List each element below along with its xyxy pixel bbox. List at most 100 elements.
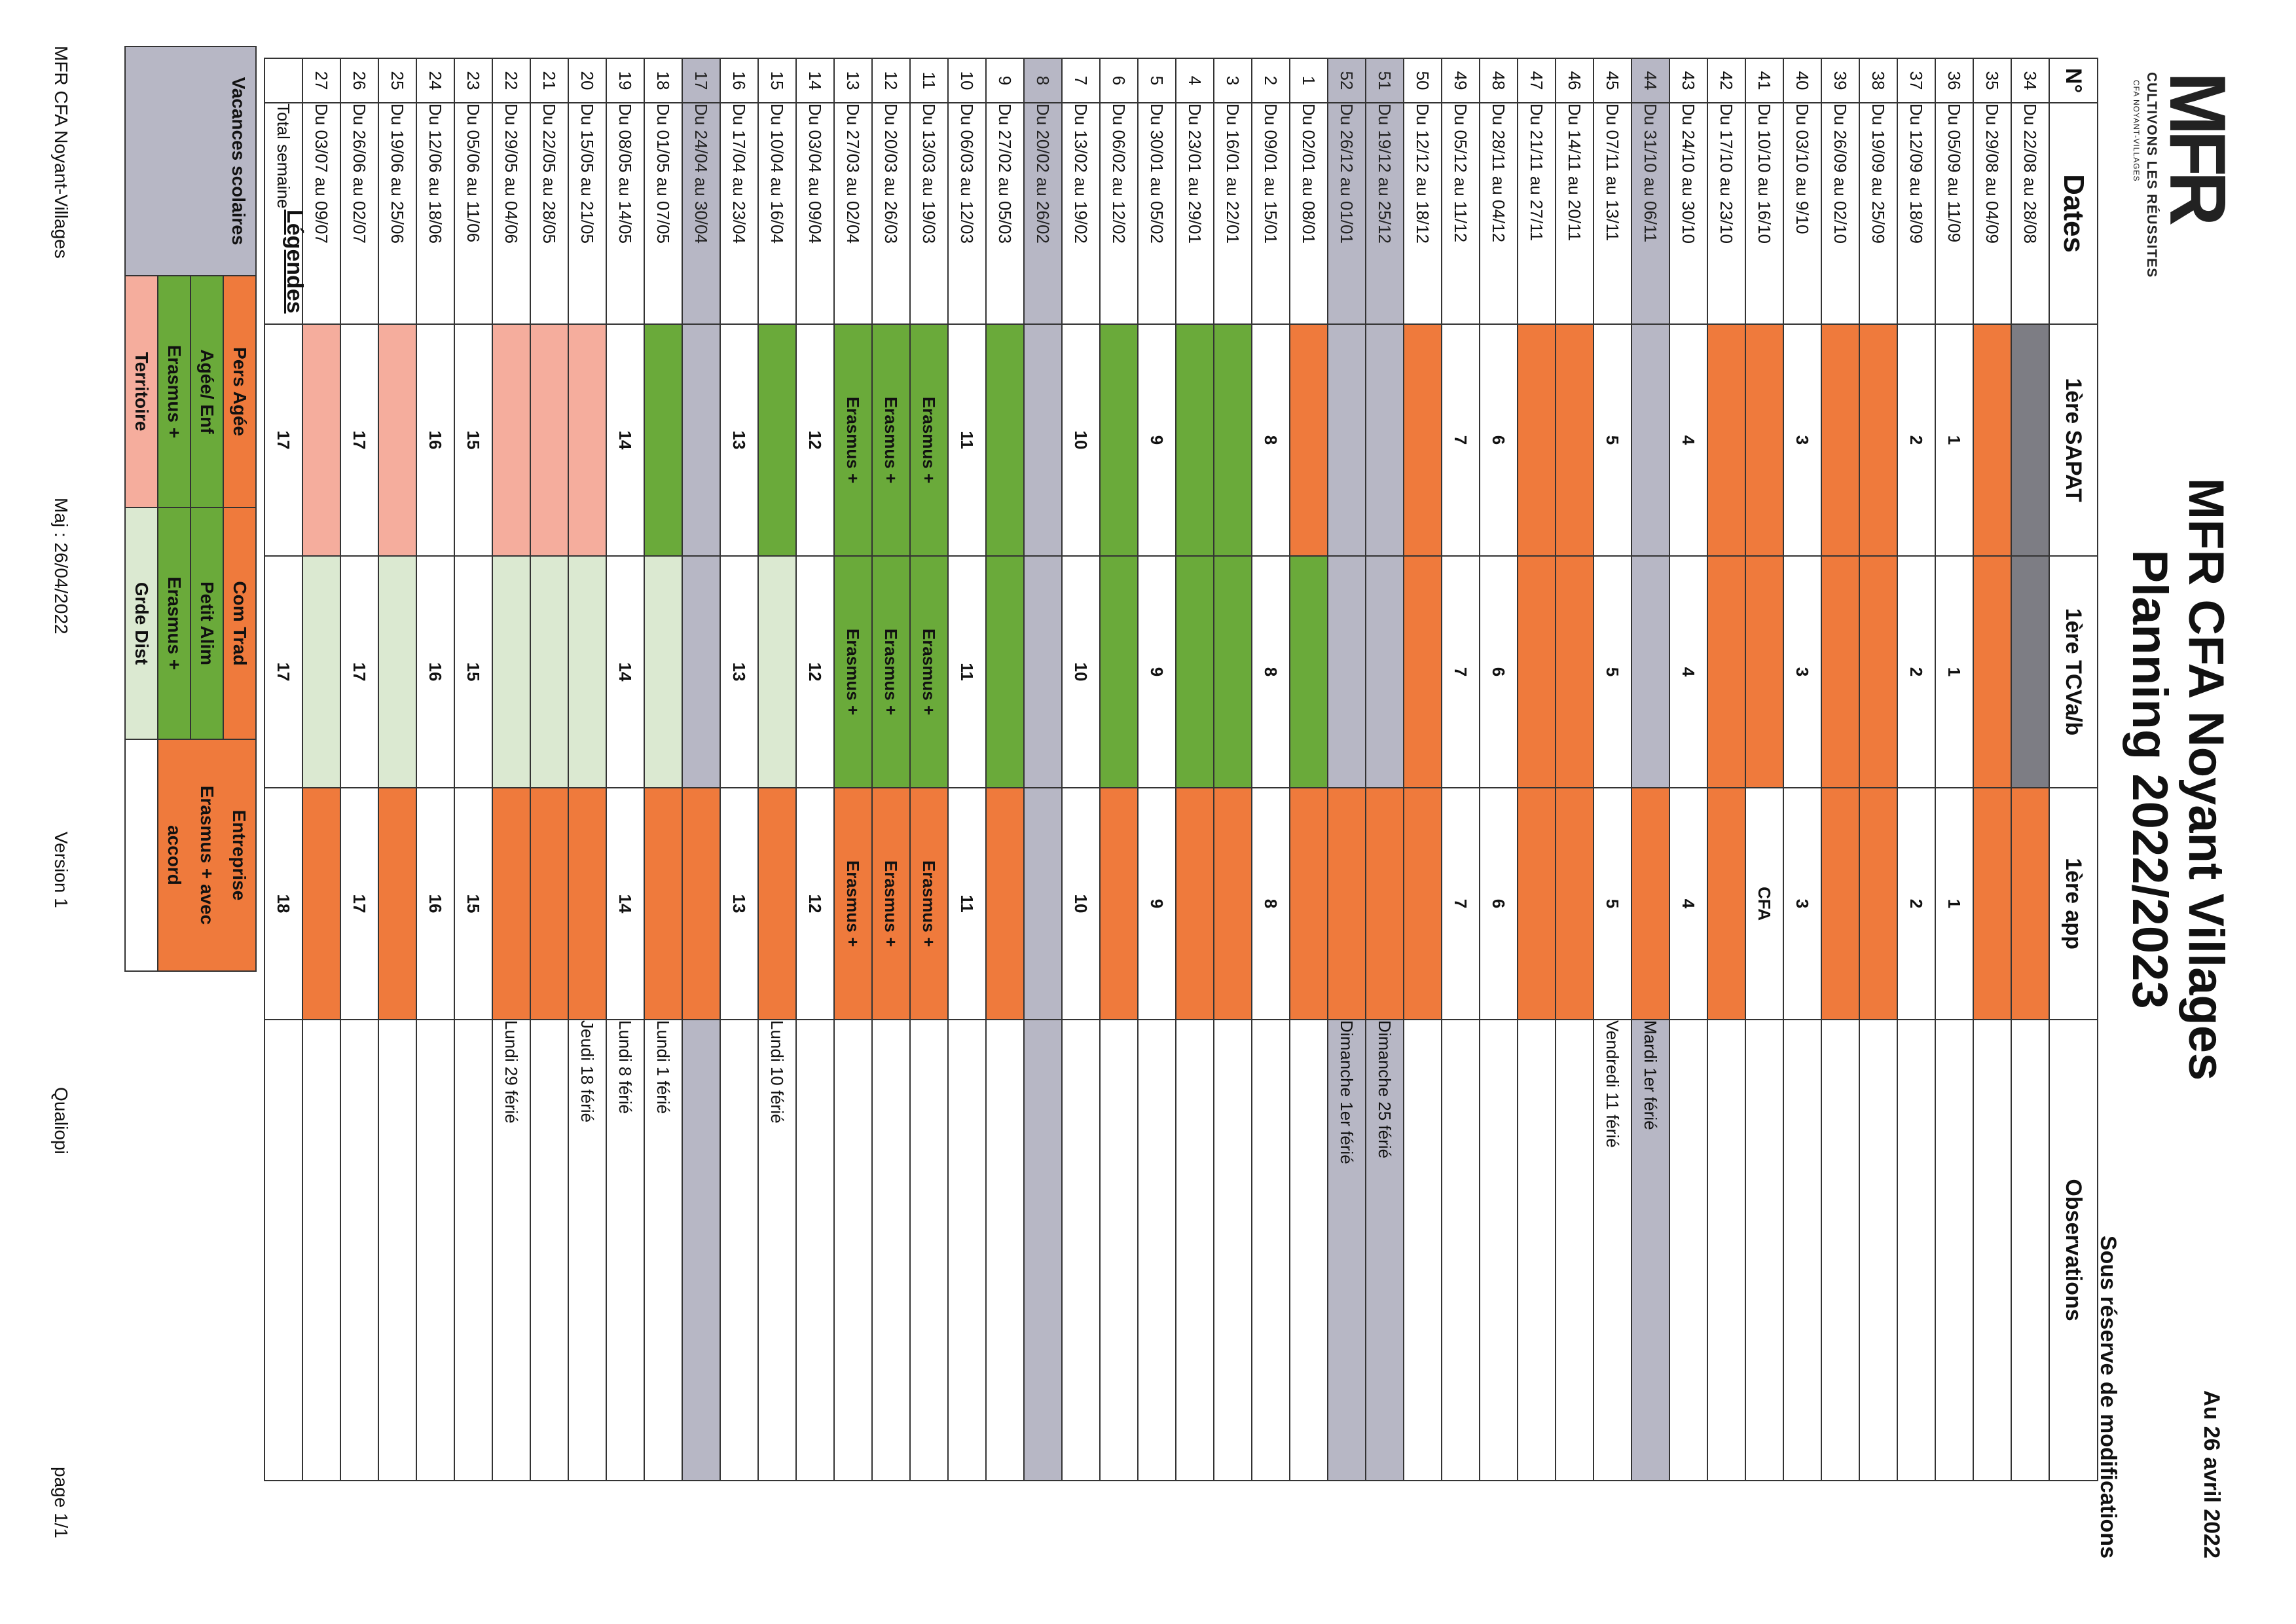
cell-app [530,788,568,1020]
cell-tcv: Erasmus + [834,556,872,788]
week-dates: Du 03/07 au 09/07 [302,103,340,324]
week-dates: Du 24/10 au 30/10 [1669,103,1707,324]
week-dates: Du 19/09 au 25/09 [1859,103,1897,324]
cell-tcv: 16 [416,556,454,788]
legend-table: Vacances scolaires Pers Agée Com Trad Entre… [124,46,257,972]
cell-tcv: 15 [454,556,492,788]
cell-sapat: 14 [606,324,644,556]
cell-tcv: 12 [796,556,834,788]
cell-app [682,788,720,1020]
week-dates: Du 12/12 au 18/12 [1404,103,1442,324]
cell-app: 2 [1897,788,1935,1020]
cell-observation [1783,1020,1821,1481]
cell-app: 7 [1442,788,1480,1020]
cell-sapat [1404,324,1442,556]
week-dates: Du 05/09 au 11/09 [1935,103,1973,324]
cell-sapat [1100,324,1138,556]
week-dates: Du 19/06 au 25/06 [378,103,416,324]
week-dates: Du 26/09 au 02/10 [1821,103,1859,324]
cell-tcv [1100,556,1138,788]
week-dates: Du 22/05 au 28/05 [530,103,568,324]
week-number: 13 [834,58,872,103]
week-dates: Du 24/04 au 30/04 [682,103,720,324]
cell-sapat [682,324,720,556]
cell-sapat [378,324,416,556]
legend-cell-tcv: Petit Alim [191,507,223,739]
legend-cell-app: Entreprise [223,739,256,971]
cell-app [1518,788,1556,1020]
week-number: 35 [1973,58,2011,103]
legend-cell-tcv: Erasmus + [158,507,191,739]
cell-tcv [758,556,796,788]
cell-sapat [644,324,682,556]
cell-tcv [378,556,416,788]
cell-tcv: 4 [1669,556,1707,788]
table-row: 10 Du 06/03 au 12/03 11 11 11 [948,58,986,1481]
week-dates: Du 30/01 au 05/02 [1138,103,1176,324]
cell-sapat [1024,324,1062,556]
week-dates: Du 29/05 au 04/06 [492,103,530,324]
cell-sapat [1821,324,1859,556]
week-number: 40 [1783,58,1821,103]
table-row: 49 Du 05/12 au 11/12 7 7 7 [1442,58,1480,1481]
week-dates: Du 05/06 au 11/06 [454,103,492,324]
cell-tcv [644,556,682,788]
footer-page: page 1/1 [51,1467,71,1538]
cell-app [1176,788,1214,1020]
cell-sapat [1973,324,2011,556]
cell-observation: Dimanche 25 férié [1366,1020,1404,1481]
week-dates: Du 23/01 au 29/01 [1176,103,1214,324]
cell-sapat: 15 [454,324,492,556]
table-row: 22 Du 29/05 au 04/06 Lundi 29 férié [492,58,530,1481]
week-number: 20 [568,58,606,103]
week-dates: Du 13/02 au 19/02 [1062,103,1100,324]
week-number: 7 [1062,58,1100,103]
week-dates: Du 19/12 au 25/12 [1366,103,1404,324]
table-row: 7 Du 13/02 au 19/02 10 10 10 [1062,58,1100,1481]
cell-tcv [1556,556,1594,788]
cell-tcv: 9 [1138,556,1176,788]
cell-tcv: 2 [1897,556,1935,788]
cell-tcv: 3 [1783,556,1821,788]
cell-observation [378,1020,416,1481]
week-number: 19 [606,58,644,103]
cell-observation: Vendredi 11 férié [1594,1020,1631,1481]
cell-sapat [1328,324,1366,556]
table-body: 34 Du 22/08 au 28/08 35 Du 29/08 au 04/09 36… [264,58,2049,1481]
legend-cell-app [125,739,158,971]
cell-app [1366,788,1404,1020]
cell-app: 4 [1669,788,1707,1020]
table-row: 4 Du 23/01 au 29/01 [1176,58,1214,1481]
week-dates: Du 16/01 au 22/01 [1214,103,1252,324]
cell-observation [530,1020,568,1481]
cell-observation [986,1020,1024,1481]
week-number: 34 [2011,58,2049,103]
week-number: 39 [1821,58,1859,103]
table-row: 25 Du 19/06 au 25/06 [378,58,416,1481]
cell-sapat [758,324,796,556]
cell-sapat [1214,324,1252,556]
week-number: 46 [1556,58,1594,103]
logo-slogan: CULTIVONS LES RÉUSSITES [2144,72,2159,278]
cell-tcv: 8 [1252,556,1290,788]
cell-tcv [2011,556,2049,788]
cell-tcv [1024,556,1062,788]
week-number: 45 [1594,58,1631,103]
week-dates: Du 01/05 au 07/05 [644,103,682,324]
legend-cell-app: Erasmus + avec [191,739,223,971]
cell-tcv [1176,556,1214,788]
week-number: 17 [682,58,720,103]
table-row: 26 Du 26/06 au 02/07 17 17 17 [340,58,378,1481]
table-row: 50 Du 12/12 au 18/12 [1404,58,1442,1481]
week-number: 5 [1138,58,1176,103]
table-row: 21 Du 22/05 au 28/05 [530,58,568,1481]
week-dates: Du 27/02 au 05/03 [986,103,1024,324]
table-row: 23 Du 05/06 au 11/06 15 15 15 [454,58,492,1481]
week-number: 22 [492,58,530,103]
table-row: 27 Du 03/07 au 09/07 [302,58,340,1481]
cell-tcv [1290,556,1328,788]
table-row: 51 Du 19/12 au 25/12 Dimanche 25 férié [1366,58,1404,1481]
table-row: 40 Du 03/10 au 9/10 3 3 3 [1783,58,1821,1481]
cell-tcv: 1 [1935,556,1973,788]
planning-table: N° Dates 1ère SAPAT 1ère TCVa/b 1ère app… [264,58,2098,1481]
